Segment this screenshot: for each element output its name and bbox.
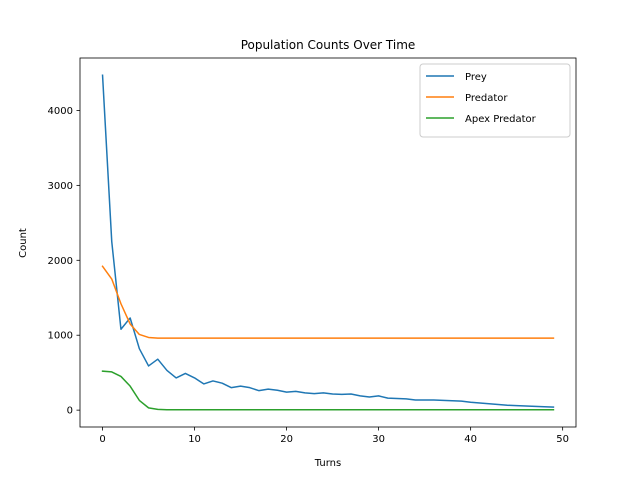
- series-line-1: [101, 265, 555, 339]
- y-tick-label-4: 4000: [48, 106, 73, 117]
- y-tick-label-0: 0: [67, 406, 73, 417]
- x-tick-label-2: 20: [280, 434, 293, 445]
- legend: Prey Predator Apex Predator: [419, 63, 571, 138]
- legend-box: [419, 63, 571, 138]
- x-tick-label-1: 10: [188, 434, 201, 445]
- series-line-0: [101, 74, 555, 408]
- y-axis-label: Count: [18, 228, 29, 258]
- y-tick-label-1: 1000: [48, 331, 73, 342]
- y-tick-label-3: 3000: [48, 181, 73, 192]
- x-tick-label-0: 0: [99, 434, 105, 445]
- axes-frame: [79, 57, 577, 428]
- x-tick-label-5: 50: [556, 434, 569, 445]
- x-tick-label-4: 40: [464, 434, 477, 445]
- chart-title: Population Counts Over Time: [241, 38, 416, 52]
- axes-layer: 0 10 20 30 40 50 0 1000 2000 3000 4000: [48, 57, 577, 445]
- x-tick-label-3: 30: [372, 434, 385, 445]
- legend-label-0: Prey: [465, 72, 487, 83]
- x-axis-label: Turns: [314, 458, 341, 469]
- legend-label-2: Apex Predator: [465, 114, 537, 125]
- series-layer: [101, 74, 555, 411]
- y-tick-label-2: 2000: [48, 256, 73, 267]
- series-line-2: [101, 370, 555, 411]
- legend-label-1: Predator: [465, 93, 508, 104]
